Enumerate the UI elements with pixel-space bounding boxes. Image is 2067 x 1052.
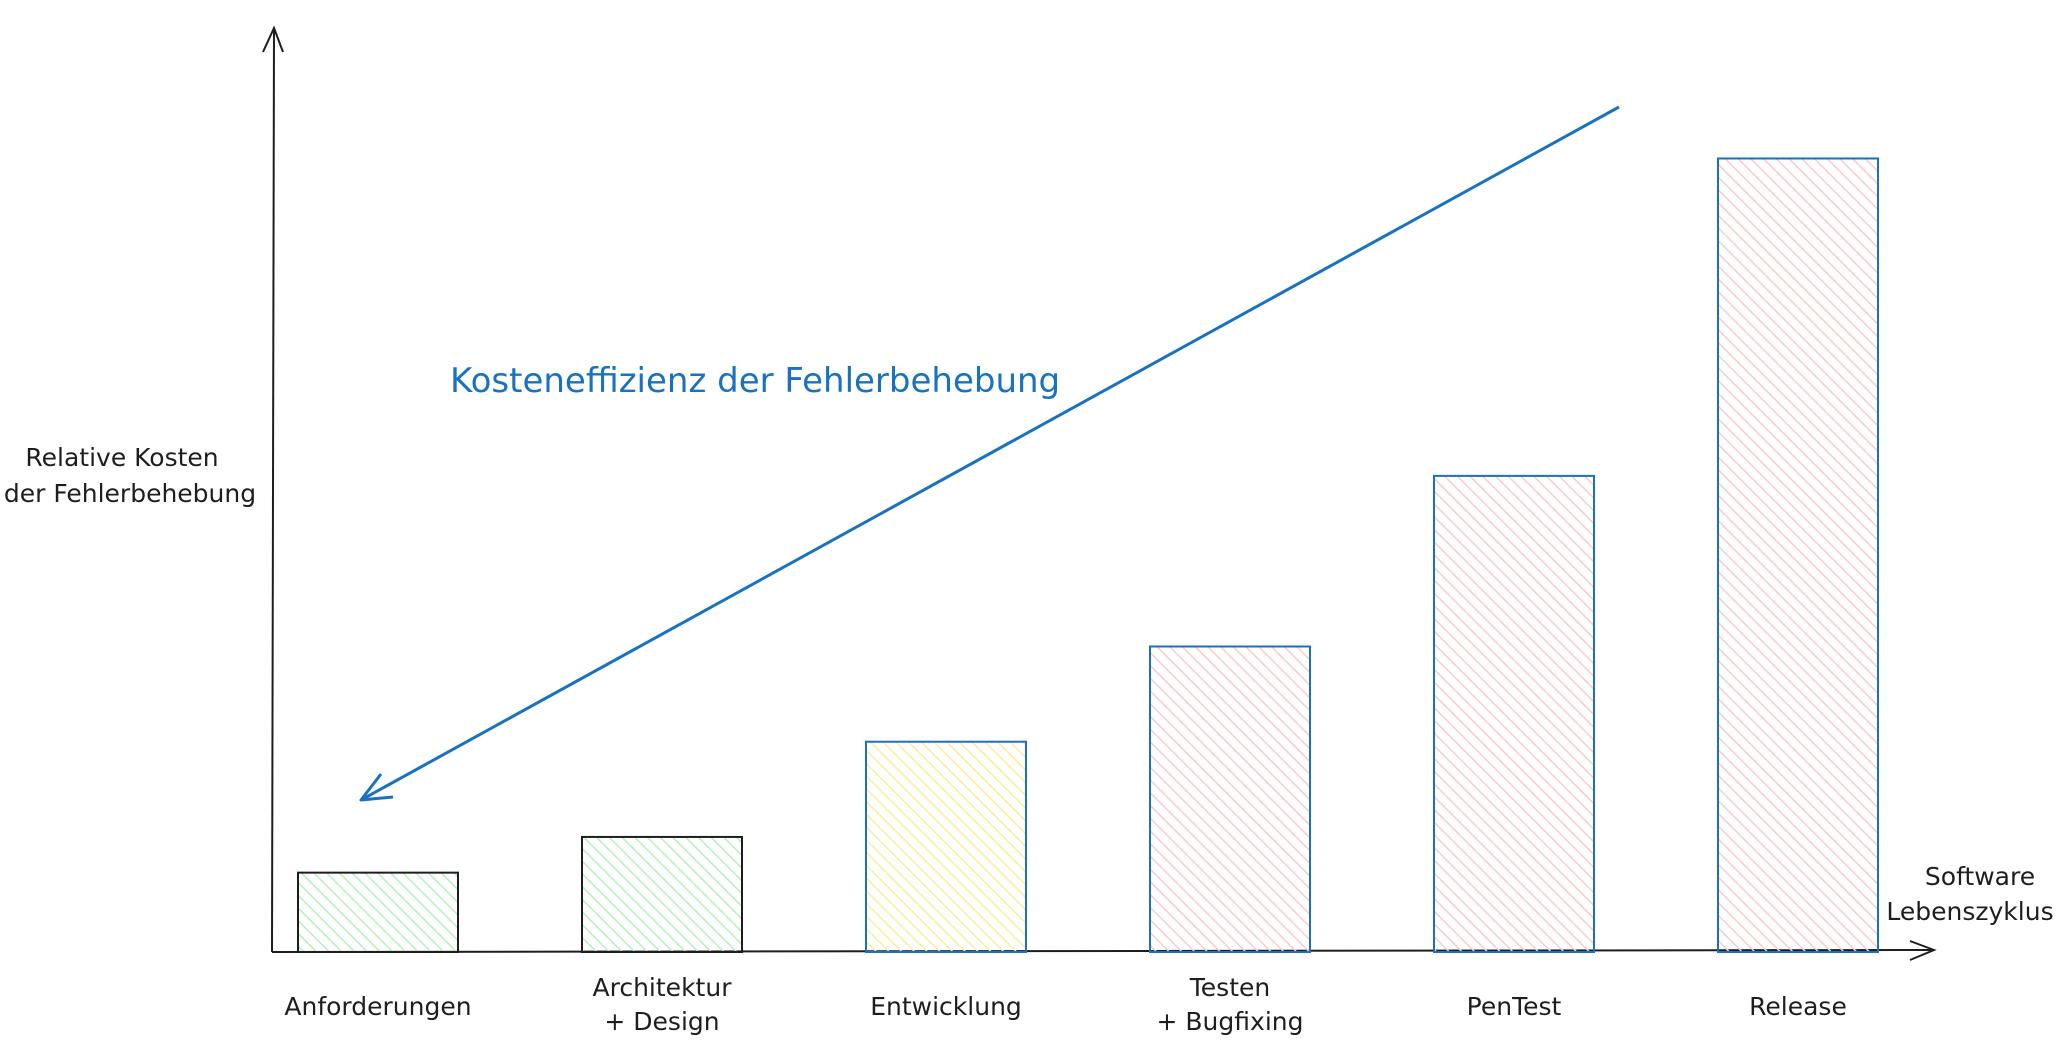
category-label-line: + Design bbox=[604, 1007, 719, 1036]
category-labels-group: Anforderungen Architektur + Design Entwickl… bbox=[284, 973, 1846, 1036]
y-axis-title-line: der Fehlerbehebung bbox=[4, 479, 256, 508]
axes bbox=[262, 25, 1937, 961]
bar bbox=[1717, 157, 1879, 953]
x-axis-title-line: Software bbox=[1925, 862, 2035, 891]
bar bbox=[581, 835, 743, 954]
bar bbox=[865, 740, 1027, 953]
category-label-line: Entwicklung bbox=[870, 992, 1022, 1021]
annotation-arrow-head bbox=[359, 773, 394, 802]
x-axis-title: Software Lebenszyklus bbox=[1886, 862, 2053, 926]
category-label: Entwicklung bbox=[870, 992, 1022, 1021]
annotation-arrow-line bbox=[360, 105, 1620, 802]
annotation-label: Kosteneffizienz der Fehlerbehebung bbox=[450, 361, 1060, 401]
annotation-arrow bbox=[359, 105, 1620, 802]
bar bbox=[297, 871, 459, 953]
bar bbox=[1433, 474, 1595, 953]
y-axis-arrowhead bbox=[262, 25, 284, 53]
category-label-line: Release bbox=[1749, 992, 1847, 1021]
y-axis-line bbox=[271, 27, 275, 953]
category-label-line: Architektur bbox=[593, 973, 733, 1002]
y-axis-title: Relative Kosten der Fehlerbehebung bbox=[4, 443, 256, 508]
bars-group bbox=[297, 157, 1879, 954]
x-axis-title-line: Lebenszyklus bbox=[1886, 897, 2053, 926]
category-label-line: Anforderungen bbox=[284, 992, 471, 1021]
x-axis-line bbox=[271, 949, 1935, 953]
category-label: Release bbox=[1749, 992, 1847, 1021]
category-label: PenTest bbox=[1467, 992, 1562, 1021]
category-label-line: + Bugfixing bbox=[1157, 1007, 1304, 1036]
category-label: Architektur + Design bbox=[593, 973, 733, 1036]
category-label-line: PenTest bbox=[1467, 992, 1562, 1021]
category-label: Anforderungen bbox=[284, 992, 471, 1021]
bar bbox=[1149, 645, 1311, 953]
x-axis-arrowhead bbox=[1909, 940, 1937, 961]
y-axis-title-line: Relative Kosten bbox=[25, 443, 218, 472]
category-label: Testen + Bugfixing bbox=[1157, 973, 1304, 1036]
category-label-line: Testen bbox=[1189, 973, 1270, 1002]
